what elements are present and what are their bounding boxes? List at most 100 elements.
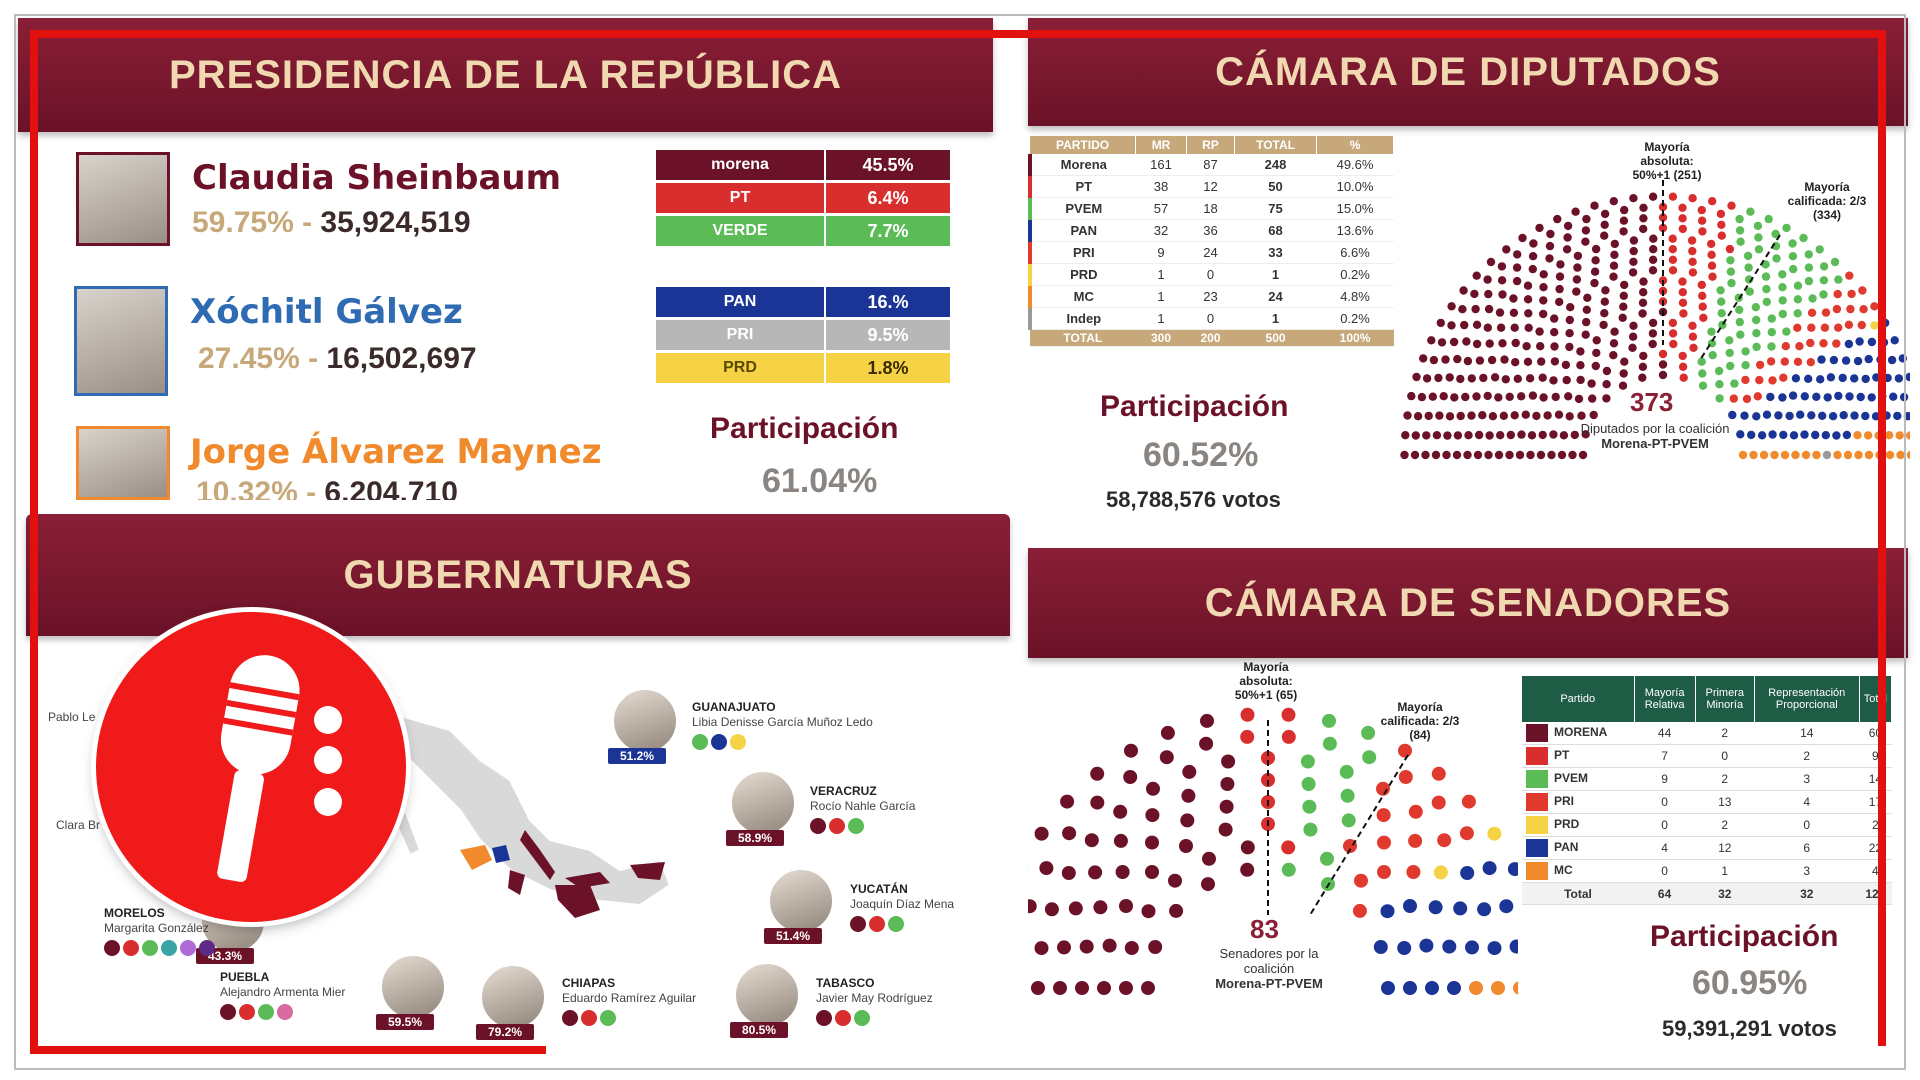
seat-dot (1778, 270, 1787, 279)
map-puebla (508, 870, 525, 895)
seat-dot (1159, 750, 1174, 765)
table-cell: 3 (1754, 859, 1860, 883)
seat-dot (1499, 411, 1508, 420)
seat-dot (1788, 391, 1798, 400)
table-row: PT 7 0 2 9 (1522, 744, 1892, 768)
seat-dot (1496, 323, 1506, 332)
table-cell: 22 (1859, 836, 1892, 860)
seat-dot (1753, 392, 1762, 401)
seat-dot (1759, 450, 1769, 460)
seat-dot (1782, 327, 1791, 336)
seat-dot (1714, 366, 1724, 376)
senadores-header: CÁMARA DE SENADORES (1028, 548, 1908, 658)
table-cell: 13.6% (1316, 219, 1394, 242)
seat-dot (1619, 291, 1628, 300)
seat-dot (1472, 320, 1482, 329)
seat-dot (1859, 305, 1868, 314)
seat-dot (1740, 411, 1749, 420)
seat-dot (1417, 392, 1427, 402)
table-cell: 0 (1186, 263, 1235, 286)
seat-dot (1780, 357, 1789, 366)
seat-dot (1639, 288, 1648, 297)
table-cell: 0 (1695, 744, 1755, 768)
table-cell: PRI (1028, 241, 1136, 264)
seat-dot (1565, 342, 1574, 352)
seat-dot (1804, 250, 1813, 259)
seat-dot (1639, 203, 1648, 212)
seat-dot (1778, 296, 1787, 305)
frame-left (30, 30, 38, 1054)
seat-dot (1422, 374, 1432, 383)
seat-dot (1031, 981, 1045, 995)
seat-dot (1698, 381, 1708, 390)
seat-dot (1778, 283, 1787, 292)
seat-dot (1668, 255, 1678, 264)
table-cell: 6 (1754, 836, 1860, 860)
party-logo-dot (810, 818, 826, 834)
seat-dot (1500, 355, 1509, 364)
seat-dot (1408, 833, 1423, 848)
party-logo-dot (848, 818, 864, 834)
seat-dot (1498, 290, 1507, 299)
governor-pct: 79.2% (476, 1024, 535, 1040)
party-logo-dot (180, 940, 196, 956)
seat-dot (1403, 899, 1417, 913)
seat-dot (1381, 981, 1395, 995)
seat-dot (1566, 303, 1575, 312)
seat-dot (1648, 255, 1658, 264)
seat-dot (1436, 318, 1445, 328)
seat-dot (1832, 339, 1841, 348)
table-cell: PAN (1028, 219, 1136, 242)
table-header: TOTAL (1234, 136, 1318, 154)
seat-dot (1818, 411, 1827, 420)
seat-dot (1678, 214, 1687, 223)
seat-dot (1726, 361, 1735, 371)
seat-dot (1487, 941, 1502, 956)
table-row: PT 38 12 50 10.0% (1028, 175, 1394, 198)
seat-dot (1490, 373, 1500, 382)
party-swatch (1526, 862, 1548, 880)
seat-dot (1322, 713, 1336, 728)
seat-dot (1354, 873, 1368, 888)
party-bar-pt: PT 6.4% (656, 183, 950, 213)
seat-dot (1779, 430, 1788, 440)
seat-dot (1906, 431, 1910, 440)
seat-dot (1779, 373, 1788, 382)
candidate-name: Jorge Álvarez Maynez (190, 432, 602, 472)
governor-name: Eduardo Ramírez Aguilar (562, 991, 697, 1005)
seat-dot (1668, 192, 1678, 201)
seat-dot (1581, 237, 1590, 246)
seat-dot (1679, 373, 1688, 382)
seat-dot (1828, 412, 1838, 421)
seat-dot (1833, 289, 1842, 299)
seat-dot (1550, 314, 1559, 323)
seat-dot (1559, 431, 1569, 440)
mayoria-calificada-line (1699, 234, 1781, 361)
table-cell: 24 (1186, 241, 1235, 264)
seat-dot (1509, 294, 1518, 303)
party-value: 45.5% (824, 150, 950, 180)
seat-dot (1461, 392, 1470, 402)
seat-dot (1581, 226, 1591, 235)
seat-dot (1894, 374, 1904, 383)
seat-dot (1832, 304, 1842, 314)
seat-dot (1472, 271, 1481, 280)
party-logo-dot (869, 916, 885, 932)
party-value: 9.5% (824, 320, 950, 350)
governor-state: MORELOS (104, 906, 165, 920)
seat-dot (1562, 375, 1571, 385)
table-cell: 17 (1859, 790, 1892, 814)
party-logo: PRI (656, 320, 824, 350)
seat-dot (1820, 323, 1830, 332)
seat-dot (1240, 729, 1255, 744)
seat-dot (1819, 290, 1828, 299)
seat-dot (1767, 314, 1776, 323)
seat-dot (1762, 284, 1771, 294)
candidate-stats: 27.45% - 16,502,697 (198, 342, 477, 376)
table-cell: MC (1522, 859, 1634, 883)
seat-dot (1826, 373, 1836, 382)
seat-dot (1587, 379, 1596, 388)
seat-dot (1638, 362, 1648, 371)
seat-dot (1413, 412, 1423, 421)
seat-dot (1561, 360, 1571, 370)
